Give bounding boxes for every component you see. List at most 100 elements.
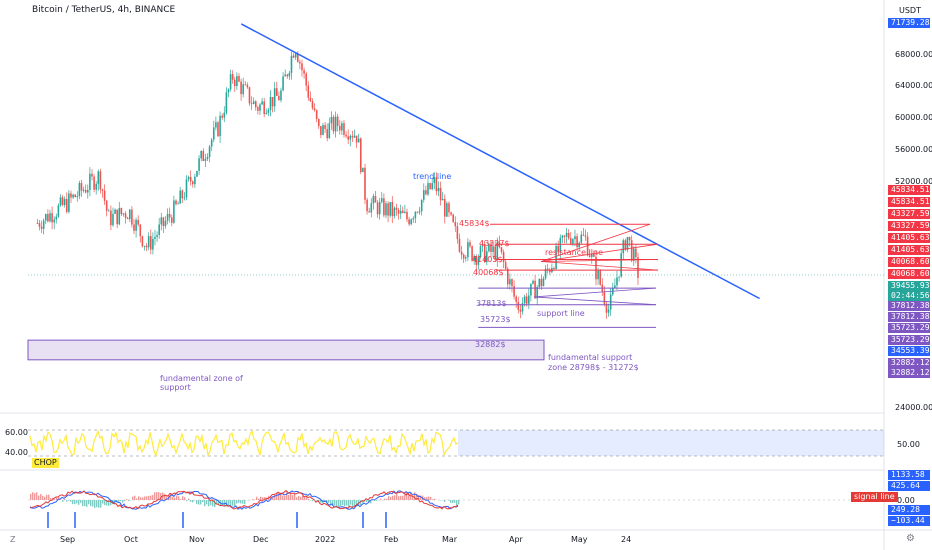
candle-body [383, 198, 385, 216]
candle-body [357, 138, 360, 143]
signal-histogram-bar [398, 496, 400, 500]
candle-body [563, 235, 566, 237]
candle-body [481, 243, 484, 247]
candle-body [513, 286, 515, 297]
signal-histogram-bar [450, 500, 452, 503]
chop-badge[interactable]: CHOP [32, 458, 59, 468]
signal-histogram-bar [64, 499, 66, 500]
candle-body [303, 70, 305, 74]
price-tag: 37812.38 [888, 312, 930, 322]
candle-body [530, 283, 532, 296]
signal-histogram-bar [40, 493, 42, 500]
signal-histogram-bar [428, 496, 430, 500]
candle-body [450, 212, 452, 215]
candle-body [628, 236, 631, 241]
candle-body [269, 96, 272, 111]
candle-body [254, 101, 257, 108]
candle-body [599, 270, 601, 285]
signal-histogram-bar [72, 500, 74, 505]
signal-histogram-bar [388, 496, 390, 500]
signal-histogram-bar [88, 500, 90, 505]
candle-body [454, 222, 457, 227]
candle-body [401, 210, 404, 213]
settings-gear-icon[interactable]: ⚙ [906, 533, 915, 544]
candle-body [154, 236, 156, 239]
candle-body [91, 173, 93, 177]
signal-histogram-bar [108, 500, 110, 506]
signal-histogram-bar [334, 500, 336, 506]
candle-body [561, 235, 564, 238]
candle-body [616, 277, 618, 286]
signal-histogram-bar [124, 500, 126, 502]
price-tag: 41405.63 [888, 245, 930, 255]
candle-body [175, 200, 177, 205]
signal-histogram-bar [60, 499, 62, 500]
candle-body [593, 253, 595, 257]
signal-histogram-bar [158, 492, 160, 500]
signal-histogram-bar [154, 492, 156, 500]
candle-body [425, 190, 427, 195]
signal-histogram-bar [308, 498, 310, 500]
candle-body [164, 220, 167, 226]
fundamental-zone-label: support [160, 383, 191, 392]
time-label: Dec [253, 535, 269, 544]
signal-histogram-bar [54, 499, 56, 500]
candle-body [112, 213, 114, 226]
currency-label[interactable]: USDT [899, 6, 921, 15]
signal-histogram-bar [228, 500, 230, 507]
signal-histogram-bar [126, 499, 128, 500]
candle-body [553, 267, 555, 269]
signal-histogram-bar [396, 493, 398, 500]
signal-histogram-bar [206, 500, 208, 505]
resistance-level-label: 45834$ [459, 219, 490, 228]
candle-body [374, 195, 377, 203]
candle-body [370, 203, 373, 213]
signal-line-badge[interactable]: signal line [851, 492, 898, 502]
signal-histogram-bar [142, 497, 144, 500]
candle-body [44, 214, 47, 221]
time-label: Oct [124, 535, 138, 544]
chop-lower-label: 40.00 [5, 448, 28, 457]
candle-body [114, 209, 116, 214]
candle-body [286, 74, 289, 77]
signal-histogram-bar [50, 497, 52, 500]
candle-body [567, 232, 570, 239]
signal-histogram-bar [306, 496, 308, 500]
candle-body [236, 76, 238, 87]
symbol-title[interactable]: Bitcoin / TetherUS, 4h, BINANCE [32, 5, 176, 15]
signal-histogram-bar [84, 500, 86, 507]
signal-histogram-bar [92, 500, 94, 507]
candle-body [496, 242, 499, 260]
signal-histogram-bar [258, 498, 260, 500]
candle-body [555, 245, 557, 269]
candle-body [582, 234, 585, 236]
zoom-icon[interactable]: Z [10, 535, 16, 544]
candle-body [89, 173, 91, 191]
candle-body [521, 303, 524, 312]
candle-body [462, 254, 465, 259]
candle-body [347, 136, 349, 140]
chop-mid-label: 50.00 [897, 440, 920, 449]
candle-body [273, 88, 276, 107]
candle-body [65, 198, 68, 212]
signal-histogram-bar [30, 493, 32, 500]
candle-body [595, 256, 597, 280]
signal-histogram-bar [198, 500, 200, 505]
signal-histogram-bar [144, 496, 146, 500]
resistance-line-label: resistance line [545, 248, 604, 257]
signal-histogram-bar [78, 500, 80, 505]
candle-body [74, 194, 76, 198]
signal-histogram-bar [280, 492, 282, 500]
candle-body [105, 200, 108, 211]
signal-histogram-bar [384, 498, 386, 500]
candle-body [225, 92, 228, 113]
signal-histogram-bar [454, 500, 456, 503]
candle-body [385, 203, 387, 216]
signal-histogram-bar [194, 500, 196, 501]
signal-histogram-bar [242, 500, 244, 504]
candle-body [78, 183, 81, 197]
signal-histogram-bar [414, 492, 416, 500]
candle-body [126, 217, 129, 220]
signal-histogram-bar [252, 499, 254, 500]
